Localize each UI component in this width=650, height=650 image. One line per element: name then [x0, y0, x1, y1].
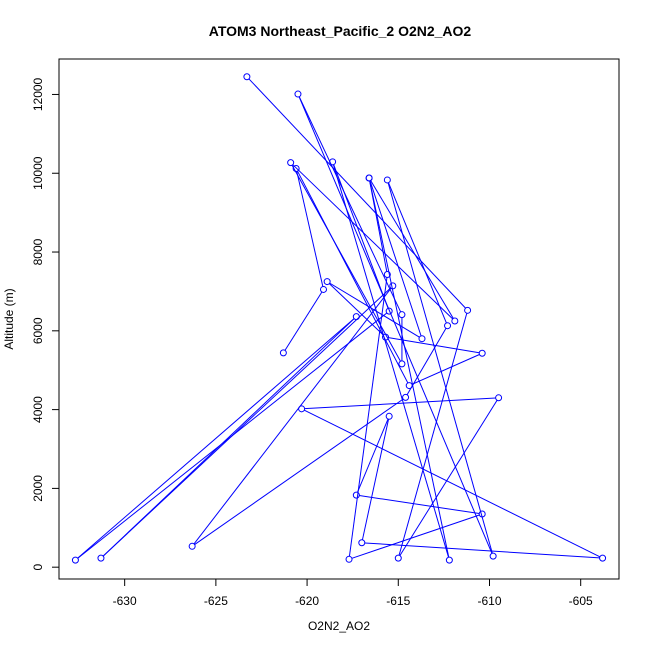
y-tick-label: 4000: [31, 396, 45, 423]
data-point: [405, 382, 413, 390]
series-line-segment: [387, 182, 493, 554]
series-line-segment: [284, 291, 323, 351]
series-line-segment: [297, 170, 409, 384]
y-axis-label: Altitude (m): [2, 288, 16, 349]
series-line-segment: [364, 542, 600, 559]
series-line-segment: [298, 96, 402, 313]
series-line-segment: [370, 180, 454, 319]
series-line-segment: [369, 180, 450, 558]
data-point: [71, 556, 79, 564]
chart-title: ATOM3 Northeast_Pacific_2 O2N2_AO2: [209, 23, 472, 39]
data-point: [279, 349, 287, 357]
series-line-segment: [351, 514, 480, 559]
series-line-segment: [369, 180, 422, 337]
series-line-segment: [399, 400, 498, 556]
series-line-segment: [398, 313, 468, 556]
series-line-segment: [348, 277, 388, 557]
y-axis: 0 2000 4000 6000 8000 10000 12000: [31, 77, 60, 571]
series-line-segment: [328, 283, 384, 336]
series-line-segment: [248, 78, 466, 309]
series-line-segment: [388, 182, 447, 324]
data-point: [243, 73, 251, 81]
data-point: [478, 510, 486, 518]
series-line-segment: [411, 354, 480, 385]
series-line-segment: [332, 164, 449, 558]
data-point: [398, 311, 406, 319]
series-line-segment: [77, 318, 355, 559]
x-tick-label: -605: [569, 594, 593, 608]
x-tick-label: -610: [477, 594, 501, 608]
x-axis: -630 -625 -620 -615 -610 -605: [113, 578, 593, 608]
series-line-segment: [357, 418, 389, 493]
data-point: [97, 554, 105, 562]
data-point: [385, 412, 393, 420]
series-line-segment: [194, 398, 404, 545]
y-tick-label: 0: [31, 564, 45, 571]
series-line-segment: [298, 96, 493, 554]
data-point: [444, 322, 452, 330]
data-point: [495, 394, 503, 402]
data-point: [188, 542, 196, 550]
data-point: [383, 176, 391, 184]
data-point: [345, 555, 353, 563]
x-tick-label: -630: [113, 594, 137, 608]
series-line-segment: [406, 328, 447, 396]
data-point: [464, 306, 472, 314]
y-tick-label: 8000: [31, 238, 45, 265]
data-point: [323, 278, 331, 286]
data-point: [294, 90, 302, 98]
series-line-segment: [329, 282, 420, 338]
data-point: [383, 270, 391, 278]
y-tick-label: 2000: [31, 475, 45, 502]
series-line-segment: [296, 171, 324, 287]
data-point: [319, 285, 327, 293]
data-point: [394, 554, 402, 562]
data-point: [451, 317, 459, 325]
data-point: [389, 282, 397, 290]
series-line-segment: [292, 164, 454, 320]
plot-series: [71, 73, 607, 564]
data-point: [382, 333, 390, 341]
data-point: [358, 539, 366, 547]
series-line-segment: [102, 287, 391, 557]
data-point: [287, 159, 295, 167]
series-line-segment: [388, 337, 480, 354]
y-tick-label: 10000: [31, 156, 45, 190]
data-point: [385, 307, 393, 315]
series-line-segment: [304, 409, 601, 558]
series-line-segment: [361, 419, 390, 540]
data-point: [292, 165, 300, 173]
data-point: [478, 349, 486, 357]
series-line-segment: [193, 287, 392, 545]
x-axis-label: O2N2_AO2: [308, 619, 370, 633]
data-point: [398, 360, 406, 368]
series-line-segment: [304, 397, 496, 410]
x-tick-label: -615: [386, 594, 410, 608]
y-tick-label: 12000: [31, 77, 45, 111]
data-point: [418, 335, 426, 343]
data-point: [489, 552, 497, 560]
y-tick-label: 6000: [31, 317, 45, 344]
data-point: [365, 174, 373, 182]
series-line-segment: [359, 495, 480, 515]
x-tick-label: -625: [204, 594, 228, 608]
data-point: [402, 393, 410, 401]
data-point: [352, 313, 360, 321]
data-point: [445, 556, 453, 564]
data-point: [352, 491, 360, 499]
x-tick-label: -620: [295, 594, 319, 608]
data-point: [298, 405, 306, 413]
data-point: [599, 554, 607, 562]
data-point: [329, 158, 337, 166]
series-line-segment: [291, 164, 401, 362]
